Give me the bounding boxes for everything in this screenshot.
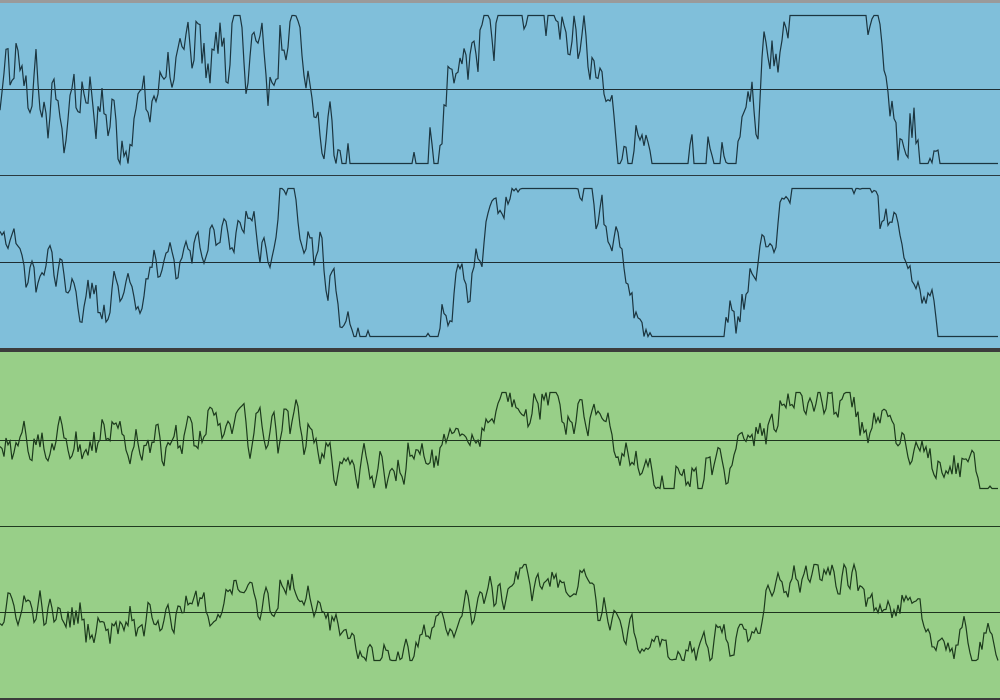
waveform <box>0 14 998 166</box>
waveform <box>0 562 999 663</box>
top-border <box>0 0 1000 3</box>
bottom-border <box>0 698 1000 700</box>
waveform <box>0 391 998 490</box>
track-separator <box>0 348 1000 352</box>
waveform <box>0 187 998 339</box>
waveforms <box>0 14 999 663</box>
green-track[interactable] <box>0 352 1000 698</box>
